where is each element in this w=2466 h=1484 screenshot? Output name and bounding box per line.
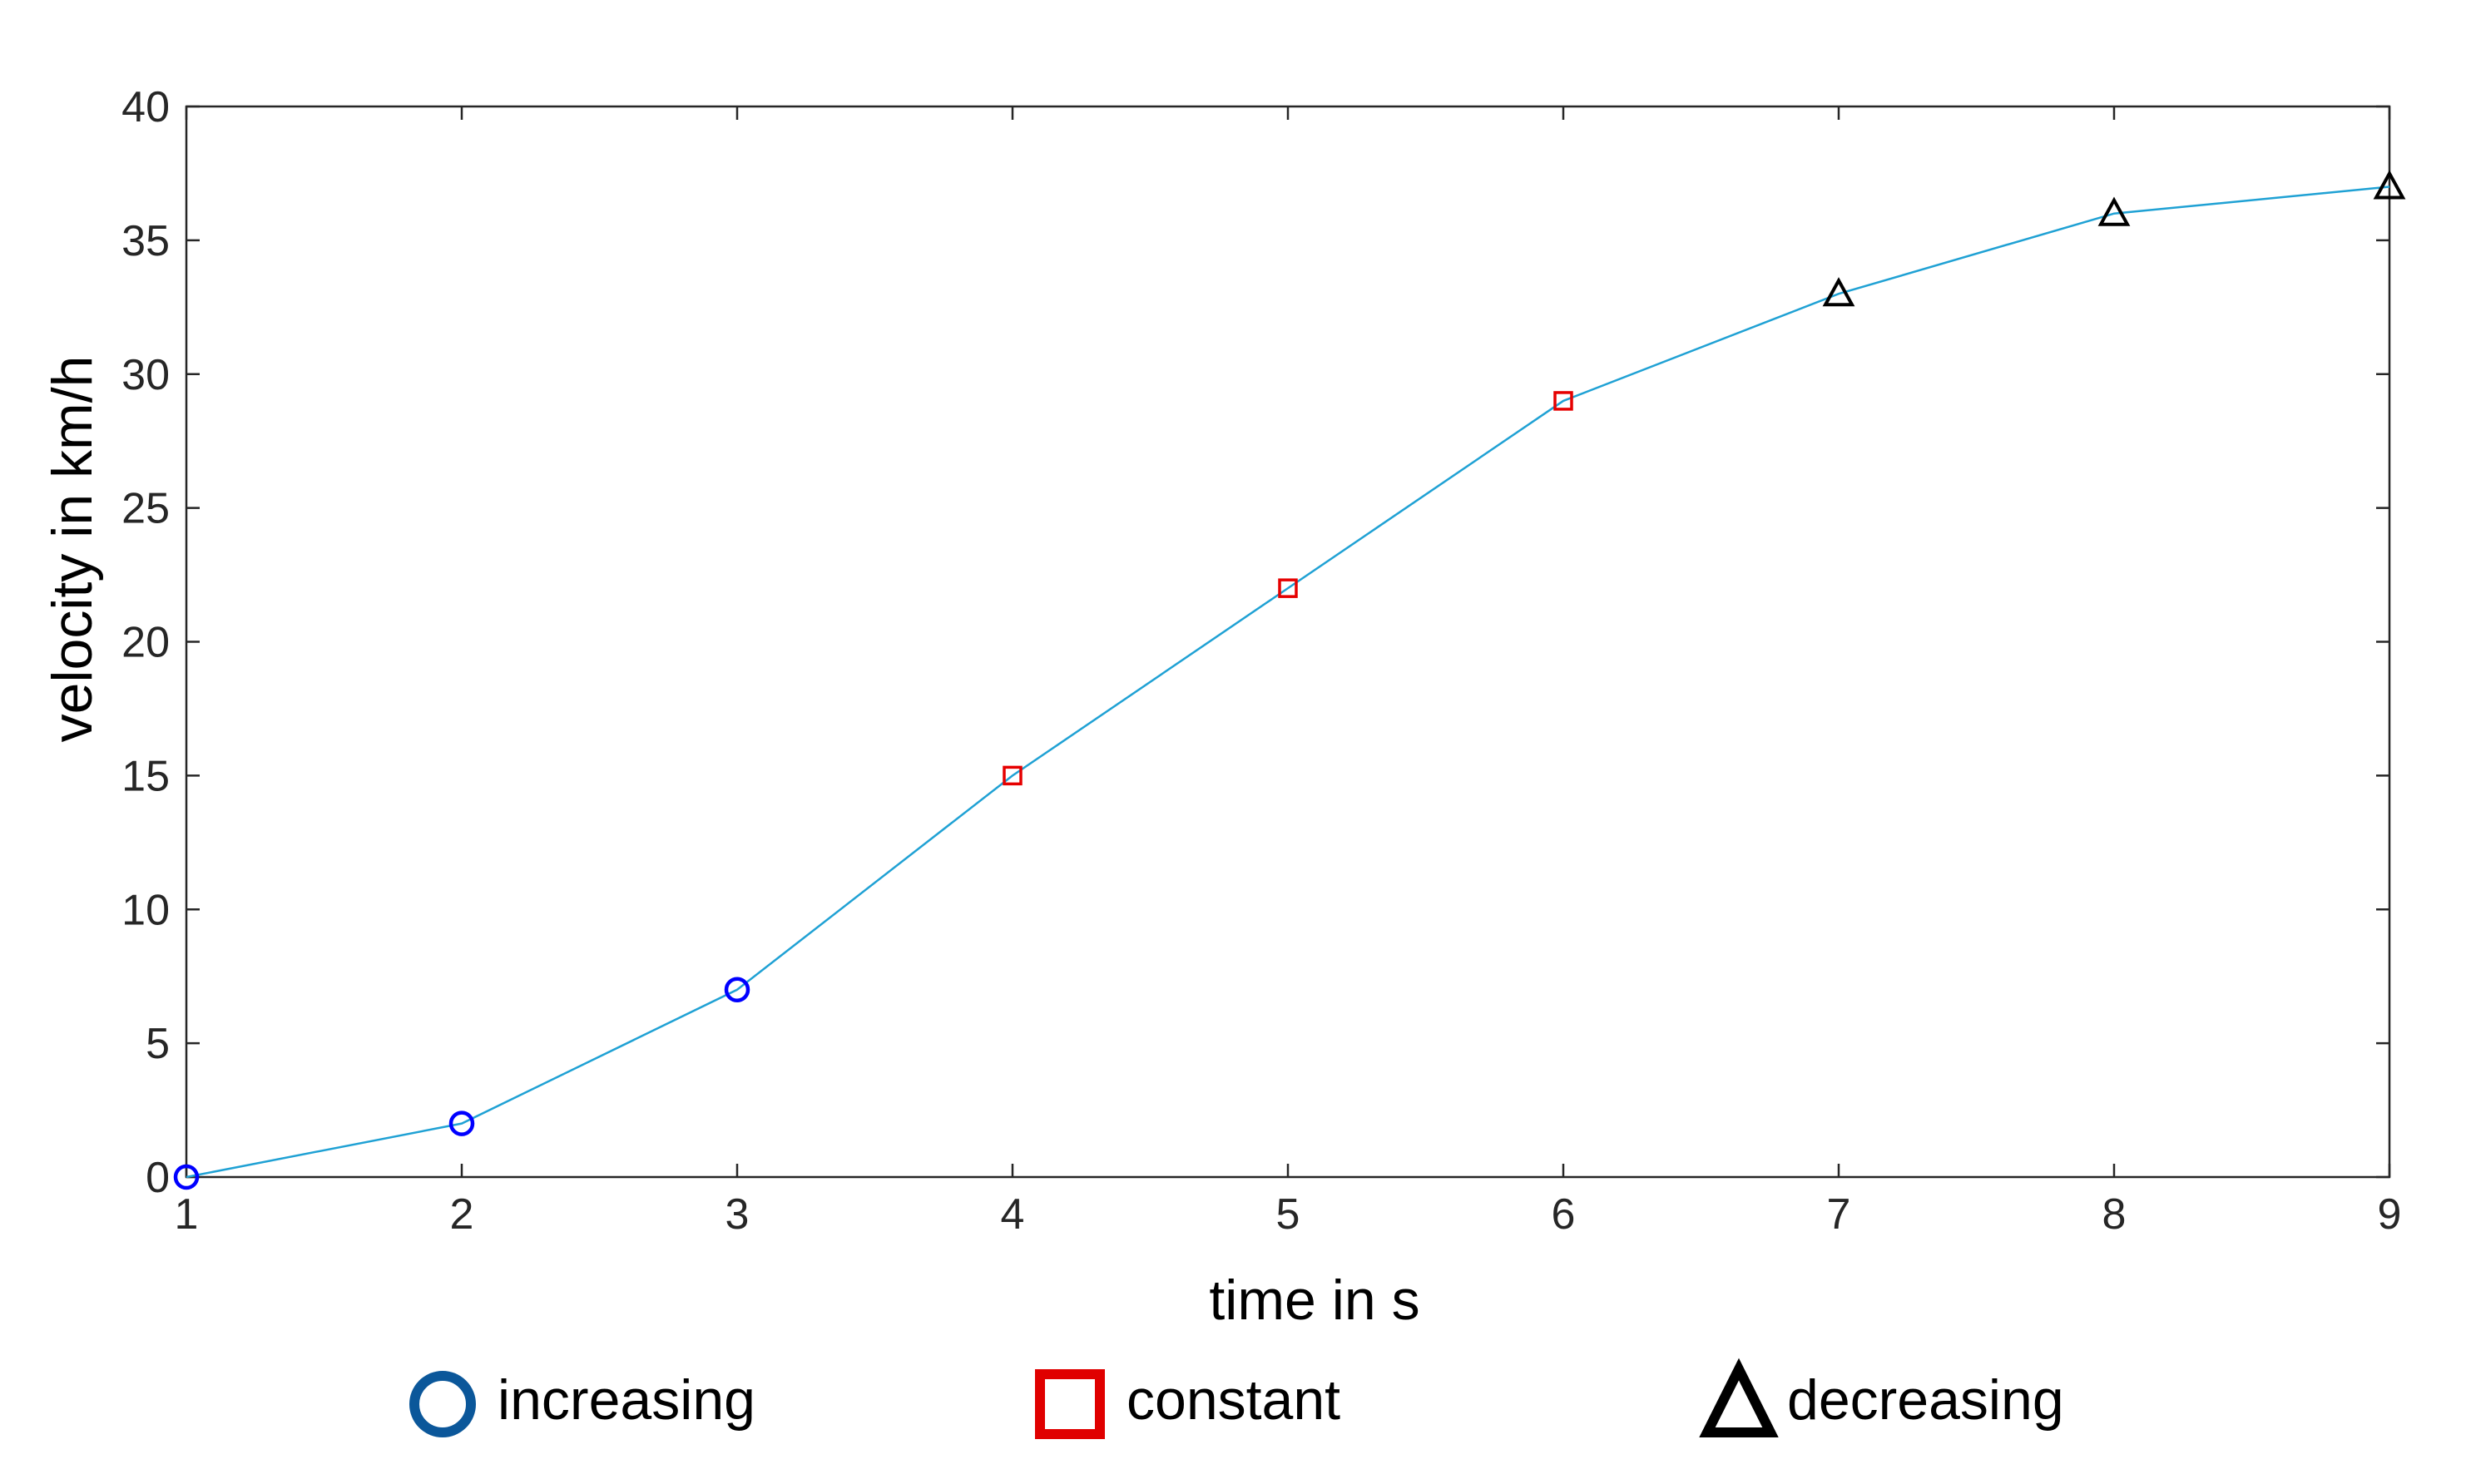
y-tick-label: 20 (121, 619, 170, 667)
marker-square (1278, 578, 1298, 598)
legend-marker-constant (1035, 1369, 1105, 1439)
x-tick-label: 2 (450, 1190, 474, 1239)
y-tick-label: 0 (146, 1154, 170, 1202)
x-tick-label: 4 (1001, 1190, 1025, 1239)
y-axis-label: velocity in km/h (41, 356, 104, 743)
series-line (186, 186, 2390, 1179)
y-tick-label: 35 (121, 217, 170, 265)
axis-ticks (185, 105, 2391, 1179)
marker-circle (173, 1164, 200, 1190)
x-tick-label: 7 (1827, 1190, 1851, 1239)
marker-circle (724, 977, 750, 1003)
legend-label-decreasing: decreasing (1787, 1368, 2064, 1432)
y-tick-label: 5 (146, 1020, 170, 1068)
x-tick-label: 8 (2102, 1190, 2127, 1239)
legend-marker-increasing (409, 1371, 476, 1437)
x-tick-label: 5 (1276, 1190, 1300, 1239)
legend-label-increasing: increasing (498, 1368, 755, 1432)
marker-triangle (2373, 170, 2406, 200)
y-tick-label: 40 (121, 83, 170, 131)
data-markers (173, 170, 2406, 1190)
marker-square (1553, 391, 1573, 411)
marker-square (1003, 765, 1023, 786)
marker-triangle (1822, 277, 1855, 307)
legend-marker-decreasing (1699, 1358, 1779, 1437)
marker-triangle (2097, 196, 2131, 226)
y-tick-label: 10 (121, 886, 170, 934)
y-tick-label: 15 (121, 752, 170, 800)
x-tick-label: 3 (725, 1190, 750, 1239)
y-tick-label: 25 (121, 485, 170, 533)
x-tick-label: 9 (2378, 1190, 2402, 1239)
y-tick-label: 30 (121, 351, 170, 399)
plot-area (185, 105, 2391, 1179)
legend: increasing constant decreasing (409, 1358, 2064, 1439)
marker-circle (448, 1111, 475, 1136)
x-tick-label: 1 (175, 1190, 199, 1239)
tick-labels: 1 2 3 4 5 6 7 8 9 0 5 10 15 20 25 30 35 40 (121, 83, 2401, 1239)
legend-label-constant: constant (1127, 1368, 1340, 1432)
x-tick-label: 6 (1552, 1190, 1576, 1239)
x-axis-label: time in s (1209, 1269, 1419, 1332)
